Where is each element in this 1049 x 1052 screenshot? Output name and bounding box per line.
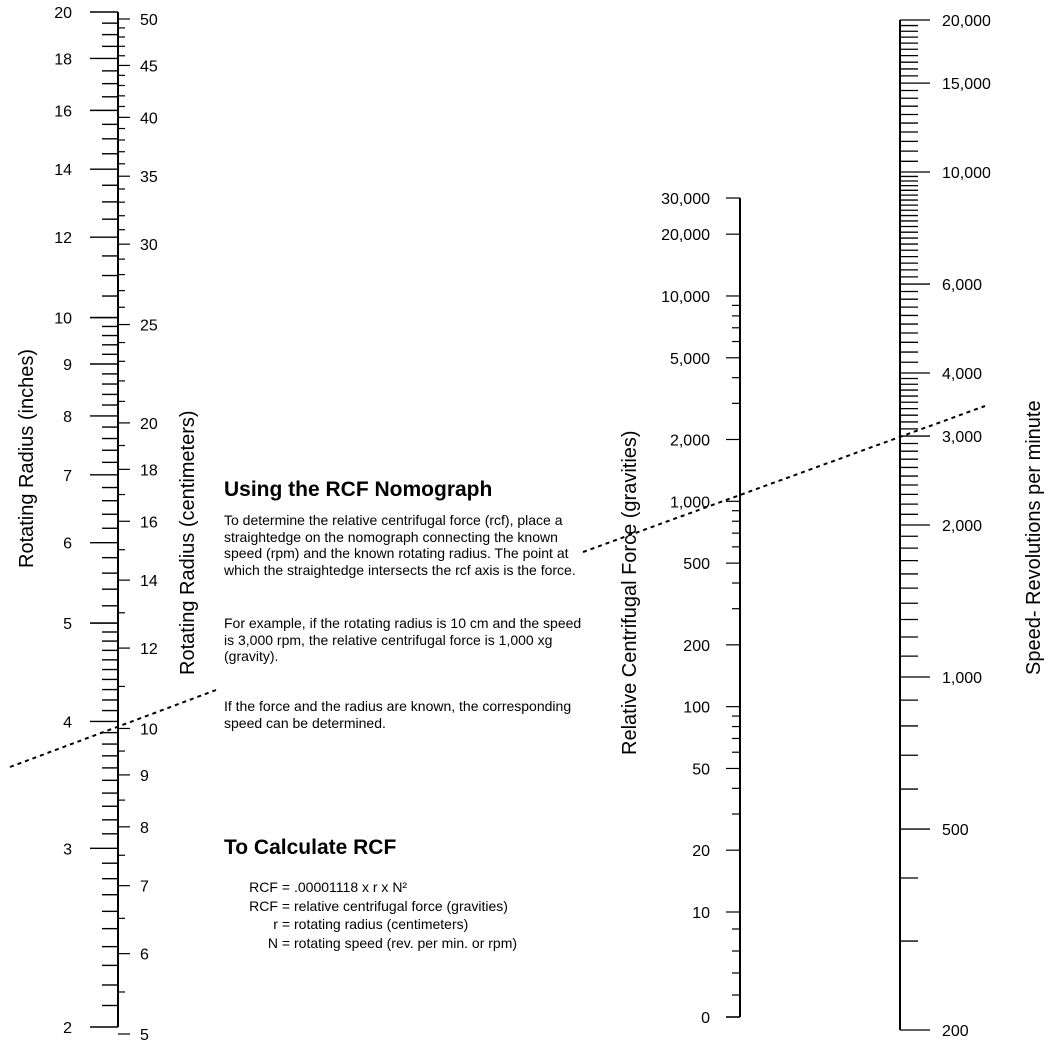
rcf-label: 1,000: [670, 494, 710, 511]
speed-label: 2,000: [942, 518, 982, 535]
inch-label: 7: [63, 468, 72, 485]
rcf-label: 50: [692, 761, 710, 778]
rcf-label: 100: [683, 700, 710, 717]
cm-label: 18: [140, 462, 158, 479]
instructions-paragraph: To determine the relative centrifugal fo…: [224, 512, 576, 578]
rcf-label: 20,000: [661, 227, 710, 244]
cm-label: 12: [140, 641, 158, 658]
inch-label: 2: [63, 1020, 72, 1037]
cm-label: 35: [140, 169, 158, 186]
cm-label: 7: [140, 879, 149, 896]
scale-labels: 2018161412109876543250454035302520181614…: [54, 5, 991, 1044]
formula-definition: rotating speed (rev. per min. or rpm): [294, 934, 518, 951]
cm-label: 50: [140, 12, 158, 29]
radius-inches-axis: [90, 11, 119, 1028]
example-paragraph: For example, if the rotating radius is 1…: [224, 615, 582, 664]
rcf-label: 30,000: [661, 191, 710, 208]
formula-row: RCF = relative centrifugal force (gravit…: [224, 897, 517, 916]
radius-cm-axis: [118, 18, 130, 1035]
inch-label: 18: [54, 51, 72, 68]
inch-label: 20: [54, 5, 72, 22]
cm-label: 20: [140, 416, 158, 433]
formula-block: RCF = .00001118 x r x N² RCF = relative …: [224, 878, 517, 952]
rcf-label: 10: [692, 905, 710, 922]
cm-label: 16: [140, 514, 158, 531]
cm-label: 5: [140, 1027, 149, 1044]
speed-title: Speed- Revolutions per minute: [1023, 400, 1045, 675]
rcf-title: Relative Centrifugal Force (gravities): [619, 430, 641, 755]
speed-label: 1,000: [942, 670, 982, 687]
formula-definition: relative centrifugal force (gravities): [294, 897, 508, 914]
speed-label: 500: [942, 822, 969, 839]
cm-label: 45: [140, 58, 158, 75]
cm-label: 8: [140, 820, 149, 837]
rcf-label: 500: [683, 556, 710, 573]
cm-label: 6: [140, 947, 149, 964]
formula-definition: .00001118 x r x N²: [294, 879, 408, 895]
rcf-label: 10,000: [661, 289, 710, 306]
speed-label: 6,000: [942, 277, 982, 294]
inch-label: 12: [54, 230, 72, 247]
formula-term: r =: [273, 916, 290, 932]
rcf-axis: [726, 197, 741, 1018]
cm-label: 9: [140, 768, 149, 785]
formula-row: RCF = .00001118 x r x N²: [224, 878, 517, 897]
inch-label: 5: [63, 616, 72, 633]
formula-definition: rotating radius (centimeters): [294, 916, 469, 932]
rcf-label: 0: [701, 1010, 710, 1027]
inch-label: 4: [63, 714, 72, 731]
cm-label: 40: [140, 110, 158, 127]
rcf-label: 20: [692, 843, 710, 860]
cm-label: 30: [140, 237, 158, 254]
cm-label: 10: [140, 721, 158, 738]
speed-label: 4,000: [942, 366, 982, 383]
inch-label: 14: [54, 162, 72, 179]
formula-row: N = rotating speed (rev. per min. or rpm…: [224, 934, 517, 953]
rcf-label: 2,000: [670, 433, 710, 450]
speed-label: 3,000: [942, 429, 982, 446]
formula-term: RCF =: [249, 879, 290, 895]
cm-label: 25: [140, 318, 158, 335]
inch-label: 16: [54, 103, 72, 120]
radius-inches-title: Rotating Radius (inches): [16, 349, 38, 568]
instructions-heading: Using the RCF Nomograph: [224, 478, 493, 501]
inch-label: 3: [63, 841, 72, 858]
example-straightedge-line: [582, 405, 986, 553]
reverse-paragraph: If the force and the radius are known, t…: [224, 698, 572, 731]
inch-label: 8: [63, 409, 72, 426]
calculation-heading: To Calculate RCF: [224, 836, 397, 859]
formula-row: r = rotating radius (centimeters): [224, 915, 517, 934]
formula-term: N =: [267, 934, 290, 951]
rcf-label: 200: [683, 638, 710, 655]
cm-label: 14: [140, 573, 158, 590]
speed-label: 10,000: [942, 165, 991, 182]
inch-label: 10: [54, 311, 72, 328]
speed-label: 20,000: [942, 13, 991, 30]
speed-axis: [899, 19, 930, 1031]
formula-term: RCF =: [249, 897, 290, 914]
speed-label: 15,000: [942, 76, 991, 93]
rcf-label: 5,000: [670, 351, 710, 368]
instructions-panel: Using the RCF Nomograph To determine the…: [224, 478, 594, 951]
radius-cm-title: Rotating Radius (centimeters): [177, 410, 199, 675]
speed-label: 200: [942, 1023, 969, 1040]
inch-label: 6: [63, 536, 72, 553]
inch-label: 9: [63, 357, 72, 374]
